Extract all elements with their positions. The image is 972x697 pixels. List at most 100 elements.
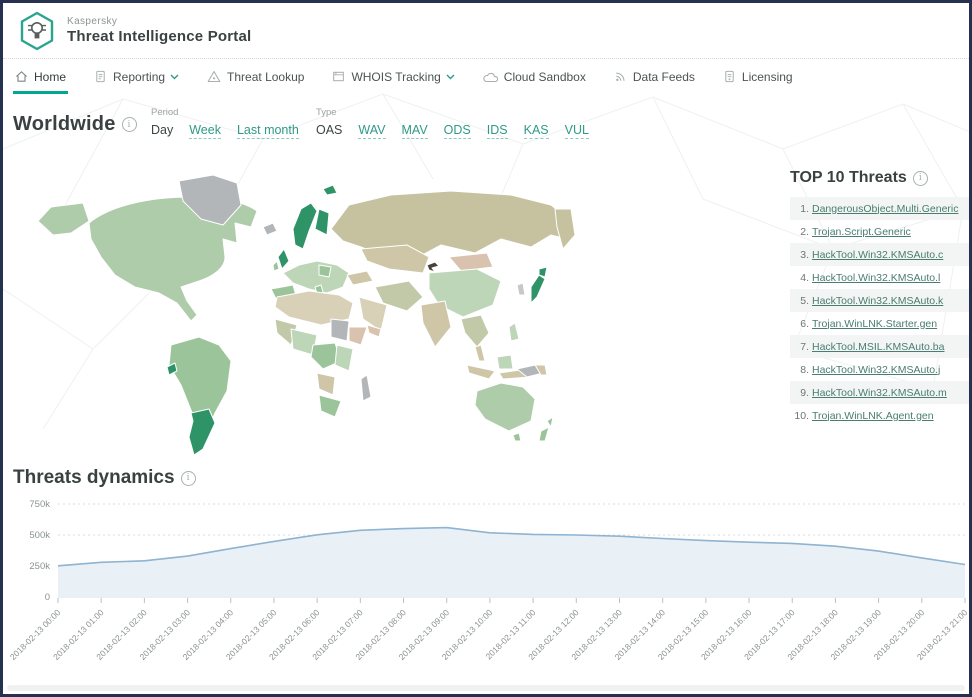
nav-item-whois-tracking[interactable]: WHOIS Tracking [332,59,455,94]
threat-list-item: 9. HackTool.Win32.KMSAuto.m [790,381,969,404]
y-axis-tick-label: 750k [29,499,50,510]
threat-link[interactable]: Trojan.WinLNK.Starter.gen [812,317,938,330]
type-option-vul[interactable]: VUL [564,123,589,139]
map-region-united-kingdom[interactable] [277,248,290,270]
map-region-south-africa[interactable] [318,394,342,418]
map-region-argentina[interactable] [188,408,216,456]
chevron-down-icon [170,74,179,79]
map-region-alaska[interactable] [37,202,90,236]
map-region-sumatra-java[interactable] [466,364,496,380]
map-region-india[interactable] [420,300,452,348]
map-region-kamchatka[interactable] [554,208,576,250]
period-option-day[interactable]: Day [151,123,174,137]
map-region-central-africa[interactable] [310,342,342,370]
threat-link[interactable]: HackTool.MSIL.KMSAuto.ba [812,340,945,353]
map-marker-central-asia[interactable] [426,261,440,273]
threats-dynamics-title: Threats dynamics i [13,467,196,489]
threat-link[interactable]: Trojan.WinLNK.Agent.gen [812,409,934,422]
worldwide-title-text: Worldwide [13,113,116,135]
map-region-tasmania[interactable] [512,432,522,442]
map-region-sudan[interactable] [330,318,350,342]
y-axis-tick-label: 0 [45,592,50,603]
nav-label-threat-lookup: Threat Lookup [227,69,305,84]
horizontal-scrollbar[interactable] [7,685,965,691]
map-region-australia[interactable] [474,382,536,432]
map-region-europe-mainland[interactable] [282,260,350,294]
threat-link[interactable]: HackTool.Win32.KMSAuto.k [812,294,944,307]
threat-rank: 5. [800,294,809,307]
info-icon[interactable]: i [180,470,196,486]
top-threats-panel: TOP 10 Threats i 1. DangerousObject.Mult… [790,169,969,427]
map-region-malay-peninsula[interactable] [474,344,486,362]
top-threats-list: 1. DangerousObject.Multi.Generic 2. Troj… [790,197,969,427]
map-region-north-africa[interactable] [274,290,354,326]
type-option-oas[interactable]: OAS [316,123,343,137]
map-region-mongolia[interactable] [448,252,494,272]
map-region-japan[interactable] [530,274,546,304]
period-option-last-month[interactable]: Last month [236,123,299,139]
y-axis-tick-label: 500k [29,530,50,541]
threat-link[interactable]: Trojan.Script.Generic [812,225,911,238]
map-region-madagascar[interactable] [360,374,372,402]
map-region-iran-pakistan[interactable] [374,280,424,312]
type-option-kas[interactable]: KAS [523,123,549,139]
type-option-wav[interactable]: WAV [358,123,386,139]
type-filter-options: OAS WAV MAV ODS IDS KAS VUL [316,123,589,139]
type-option-ods[interactable]: ODS [443,123,471,139]
brand-company: Kaspersky [67,16,118,27]
map-region-finland[interactable] [314,208,330,236]
threat-rank: 1. [800,202,809,215]
threat-link[interactable]: HackTool.Win32.KMSAuto.j [812,363,941,376]
map-region-southern-africa[interactable] [316,372,336,396]
whois-tracking-icon [333,71,345,82]
top-threats-title-text: TOP 10 Threats [790,169,907,186]
info-icon[interactable]: i [912,170,928,186]
type-option-ids[interactable]: IDS [486,123,508,139]
map-region-indochina[interactable] [460,314,490,348]
threat-list-item: 1. DangerousObject.Multi.Generic [790,197,969,220]
nav-label-whois-tracking: WHOIS Tracking [351,69,441,84]
nav-label-home: Home [34,69,67,84]
map-region-turkey[interactable] [346,270,374,286]
world-threat-map[interactable] [31,169,773,461]
period-filter-label: Period [151,107,179,118]
map-region-norway-sweden[interactable] [292,202,318,250]
brand-text: Kaspersky Threat Intelligence Portal [67,16,251,45]
threat-rank: 2. [800,225,809,238]
map-region-central-europe[interactable] [318,264,332,278]
threat-link[interactable]: HackTool.Win32.KMSAuto.l [812,271,941,284]
threat-link[interactable]: HackTool.Win32.KMSAuto.c [812,248,944,261]
map-region-ireland[interactable] [272,260,280,272]
threat-link[interactable]: HackTool.Win32.KMSAuto.m [812,386,947,399]
nav-item-reporting[interactable]: Reporting [94,59,179,94]
map-region-new-zealand[interactable] [538,416,554,442]
cloud-icon [483,72,498,82]
threat-rank: 7. [800,340,809,353]
threats-dynamics-chart: 750k 500k 250k 0 2018-02-13 00:00 2018-02-13 … [3,497,969,693]
info-icon[interactable]: i [121,117,137,132]
map-region-yemen[interactable] [366,324,382,338]
map-region-east-africa[interactable] [334,344,354,372]
nav-label-licensing: Licensing [741,69,793,84]
map-region-china[interactable] [428,268,502,318]
map-region-iceland[interactable] [262,222,278,236]
nav-item-home[interactable]: Home [12,59,69,94]
data-feeds-rss-icon [615,72,625,82]
period-option-week[interactable]: Week [189,123,221,139]
nav-item-licensing[interactable]: Licensing [723,59,793,94]
map-region-ethiopia[interactable] [348,326,368,346]
type-filter-label: Type [316,107,337,118]
type-option-mav[interactable]: MAV [401,123,428,139]
nav-item-cloud-sandbox[interactable]: Cloud Sandbox [483,59,586,94]
map-region-svalbard[interactable] [322,184,338,196]
threat-rank: 9. [800,386,809,399]
map-region-philippines[interactable] [508,322,520,342]
map-region-korea[interactable] [516,282,526,296]
map-region-hokkaido[interactable] [538,266,548,278]
map-region-new-guinea-east[interactable] [534,364,548,376]
nav-item-data-feeds[interactable]: Data Feeds [614,59,695,94]
nav-item-threat-lookup[interactable]: Threat Lookup [207,59,304,94]
map-region-borneo[interactable] [496,354,514,370]
threat-list-item: 6. Trojan.WinLNK.Starter.gen [790,312,969,335]
threat-link[interactable]: DangerousObject.Multi.Generic [812,202,959,215]
